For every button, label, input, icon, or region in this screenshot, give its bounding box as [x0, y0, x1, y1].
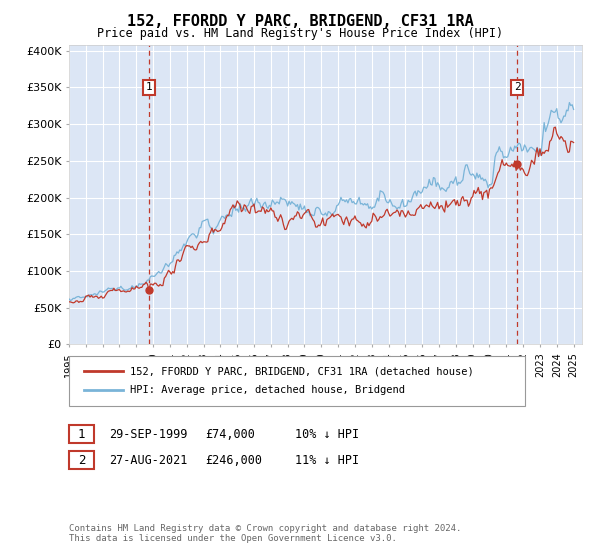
Text: 27-AUG-2021: 27-AUG-2021 — [109, 454, 188, 467]
Text: 2: 2 — [78, 454, 85, 467]
Text: Price paid vs. HM Land Registry's House Price Index (HPI): Price paid vs. HM Land Registry's House … — [97, 27, 503, 40]
Text: 152, FFORDD Y PARC, BRIDGEND, CF31 1RA: 152, FFORDD Y PARC, BRIDGEND, CF31 1RA — [127, 14, 473, 29]
Text: £74,000: £74,000 — [205, 427, 255, 441]
Text: 29-SEP-1999: 29-SEP-1999 — [109, 427, 188, 441]
Text: 10% ↓ HPI: 10% ↓ HPI — [295, 427, 359, 441]
Text: 1: 1 — [78, 427, 85, 441]
Text: HPI: Average price, detached house, Bridgend: HPI: Average price, detached house, Brid… — [130, 385, 405, 395]
Text: 2: 2 — [514, 82, 521, 92]
Text: 152, FFORDD Y PARC, BRIDGEND, CF31 1RA (detached house): 152, FFORDD Y PARC, BRIDGEND, CF31 1RA (… — [130, 366, 474, 376]
Text: 1: 1 — [146, 82, 152, 92]
Text: £246,000: £246,000 — [205, 454, 262, 467]
Text: Contains HM Land Registry data © Crown copyright and database right 2024.
This d: Contains HM Land Registry data © Crown c… — [69, 524, 461, 543]
Text: 11% ↓ HPI: 11% ↓ HPI — [295, 454, 359, 467]
